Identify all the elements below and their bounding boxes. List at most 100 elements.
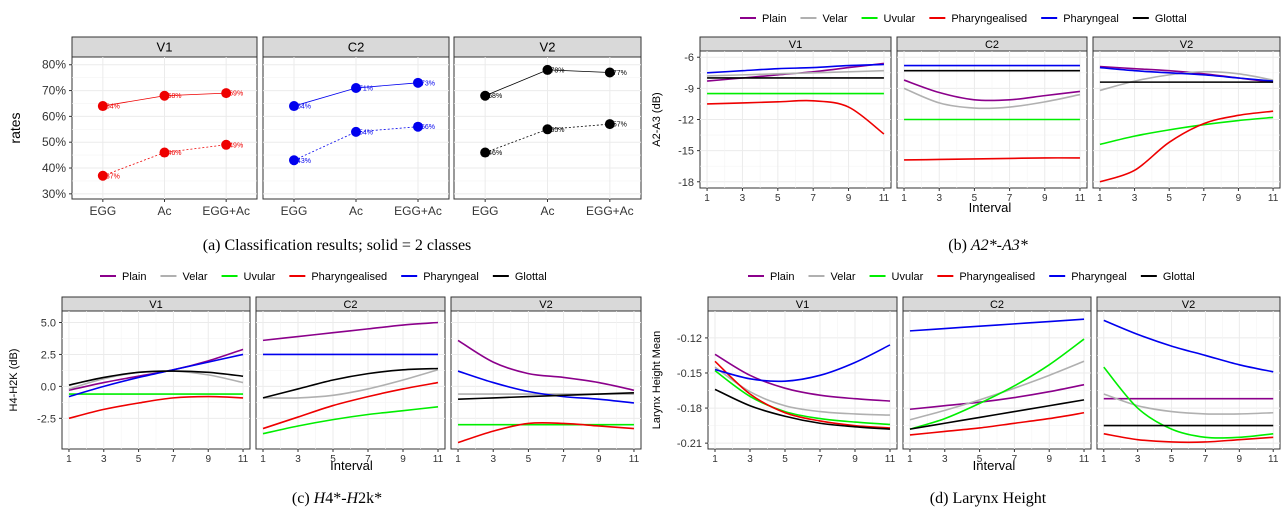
- x-tick-label: 7: [810, 193, 816, 204]
- data-point: [542, 124, 553, 135]
- facet-title: V2: [539, 299, 552, 311]
- x-tick-label: 5: [775, 193, 781, 204]
- series-solid: 68% 78% 77%: [480, 64, 627, 101]
- x-tick-label: 5: [1169, 454, 1175, 465]
- series-line-pharyngealised: [68, 395, 244, 420]
- x-tick-label: 11: [1268, 454, 1279, 465]
- data-label: 54%: [359, 129, 373, 136]
- data-label: 77%: [613, 70, 627, 77]
- facet-v1: V1 EGG Ac EGG+Ac 64% 68% 69% 37% 46% 49%: [71, 36, 258, 218]
- legend-label: Glottal: [1155, 13, 1187, 25]
- x-tick-label: 5: [972, 193, 978, 204]
- legend-item-glottal: Glottal: [1140, 271, 1195, 283]
- caption-b: (b) A2*-A3*: [948, 237, 1028, 254]
- data-label: 73%: [421, 80, 435, 87]
- series-dotted: 37% 46% 49%: [97, 139, 243, 181]
- x-tick-label: 7: [817, 454, 823, 465]
- x-tick-label: 1: [1097, 193, 1103, 204]
- legend-label: Pharyngeal: [423, 271, 479, 283]
- legend-label: Plain: [762, 13, 786, 25]
- x-axis-label: Interval: [969, 200, 1012, 215]
- series-line-velar: [903, 87, 1081, 110]
- x-tick-label: 11: [1075, 193, 1086, 204]
- legend-label: Uvular: [244, 271, 276, 283]
- legend-label: Uvular: [892, 271, 924, 283]
- legend-label: Pharyngealised: [959, 271, 1035, 283]
- series-line-plain: [909, 383, 1085, 411]
- x-tick-label: 11: [629, 454, 640, 465]
- data-label: 49%: [229, 142, 243, 149]
- legend-label: Pharyngealised: [311, 271, 387, 283]
- x-tick-label: 3: [942, 454, 948, 465]
- legend-item-plain: Plain: [748, 271, 794, 283]
- x-tick-label: EGG: [281, 204, 308, 218]
- y-tick-label: -6: [684, 52, 694, 64]
- x-tick-label: 11: [885, 454, 896, 465]
- facet-title: C2: [348, 40, 365, 55]
- data-point: [289, 155, 299, 166]
- y-tick-label: 5.0: [41, 318, 56, 330]
- series-line-pharyngealised: [904, 157, 1080, 161]
- x-tick-label: 3: [1132, 193, 1138, 204]
- x-tick-label: 9: [852, 454, 858, 465]
- x-tick-label: Ac: [349, 204, 363, 218]
- facet-c2: C2 1 3 5 7 9 11: [896, 36, 1088, 204]
- series-line-pharyngealised: [457, 421, 635, 444]
- facet-title: V1: [149, 299, 162, 311]
- x-tick-label: 7: [365, 454, 371, 465]
- legend-item-pharyngeal: Pharyngeal: [401, 271, 479, 283]
- data-label: 37%: [106, 173, 120, 180]
- data-label: 46%: [168, 150, 182, 157]
- x-tick-label: 7: [171, 454, 177, 465]
- x-tick-label: 1: [260, 454, 266, 465]
- data-label: 43%: [297, 158, 311, 165]
- series-line-pharyngealised: [714, 360, 891, 429]
- x-tick-label: 3: [1135, 454, 1141, 465]
- facet-title: C2: [343, 299, 357, 311]
- data-label: 56%: [421, 124, 435, 131]
- y-tick-label: 40%: [42, 161, 66, 175]
- data-point: [97, 170, 108, 181]
- legend-label: Glottal: [515, 271, 547, 283]
- y-tick-label: 0.0: [41, 381, 56, 393]
- x-tick-label: EGG+Ac: [202, 204, 250, 218]
- y-tick-label: -0.21: [677, 438, 702, 450]
- x-tick-label: 5: [330, 454, 336, 465]
- x-tick-label: 7: [1007, 193, 1013, 204]
- chart-d: Larynx Height Mean Plain Velar Uvular Pharyn…: [651, 271, 1281, 473]
- series-line-plain: [714, 353, 891, 402]
- series-line-pharyngealised: [909, 411, 1085, 436]
- data-point: [413, 77, 423, 88]
- x-tick-label: EGG: [472, 204, 499, 218]
- chart-b: A2-A3 (dB) Plain Velar Uvular Pharyngealised…: [651, 13, 1281, 215]
- x-tick-label: 5: [977, 454, 983, 465]
- series-line-glottal: [262, 367, 439, 399]
- legend-label: Plain: [122, 271, 146, 283]
- y-axis-label: Larynx Height Mean: [651, 331, 663, 429]
- x-tick-label: 1: [907, 454, 913, 465]
- series-line-uvular: [909, 338, 1085, 430]
- data-point: [159, 147, 170, 158]
- x-tick-label: 1: [1101, 454, 1107, 465]
- legend-item-plain: Plain: [740, 13, 786, 25]
- x-tick-label: 1: [704, 193, 710, 204]
- series-dotted: 43% 54% 56%: [289, 121, 435, 166]
- y-axis-label: rates: [7, 112, 23, 143]
- x-tick-label: 3: [295, 454, 301, 465]
- series-line-glottal: [68, 370, 244, 386]
- data-point: [351, 82, 361, 93]
- x-tick-label: 7: [1012, 454, 1018, 465]
- legend-item-pharyngealised: Pharyngealised: [937, 271, 1035, 283]
- legend-label: Velar: [830, 271, 855, 283]
- facet-v2: V2 1 3 5 7 9 11: [1096, 296, 1281, 465]
- x-tick-label: 3: [101, 454, 107, 465]
- legend-label: Pharyngeal: [1063, 13, 1119, 25]
- data-point: [604, 67, 615, 78]
- facet-v1: V1 1 3 5 7 9 11: [707, 296, 898, 465]
- y-tick-label: -2.5: [37, 413, 56, 425]
- series-line-uvular: [714, 369, 891, 426]
- y-tick-label: -0.18: [677, 403, 702, 415]
- legend-item-pharyngealised: Pharyngealised: [929, 13, 1027, 25]
- legend-item-plain: Plain: [100, 271, 146, 283]
